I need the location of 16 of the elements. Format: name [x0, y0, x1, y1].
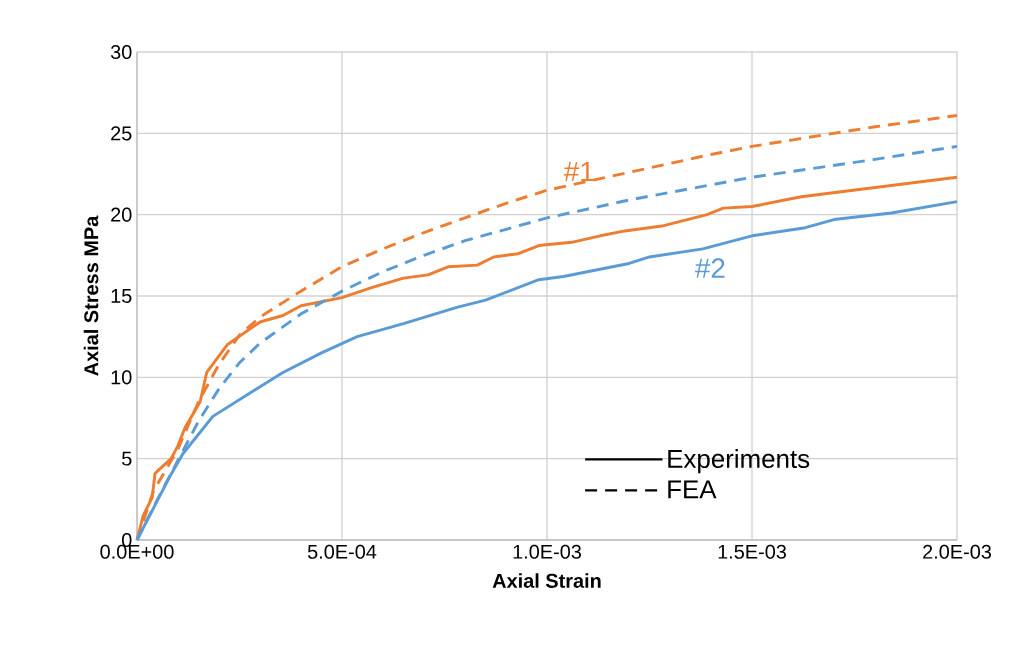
- y-tick-label: 10: [111, 370, 132, 385]
- y-tick-label: 30: [110, 44, 132, 60]
- y-tick-label: 25: [111, 126, 132, 141]
- y-tick-label: 5: [122, 451, 132, 466]
- annotation: #1: [563, 161, 594, 182]
- x-axis-title: Axial Strain: [492, 573, 601, 588]
- legend-label: FEA: [668, 480, 717, 499]
- annotation: #2: [695, 258, 725, 278]
- y-tick-label: 20: [111, 207, 132, 222]
- legend-label: Experiments: [668, 449, 810, 474]
- x-tick-label: 1.0E-03: [513, 544, 582, 559]
- y-tick-label: 15: [111, 289, 132, 303]
- x-tick-label: 1.5E-03: [718, 544, 787, 559]
- y-axis-title: Axial Stress MPa: [83, 215, 99, 376]
- x-tick-label: 2.0E-03: [923, 544, 992, 559]
- x-tick-label: 5.0E-04: [307, 544, 377, 559]
